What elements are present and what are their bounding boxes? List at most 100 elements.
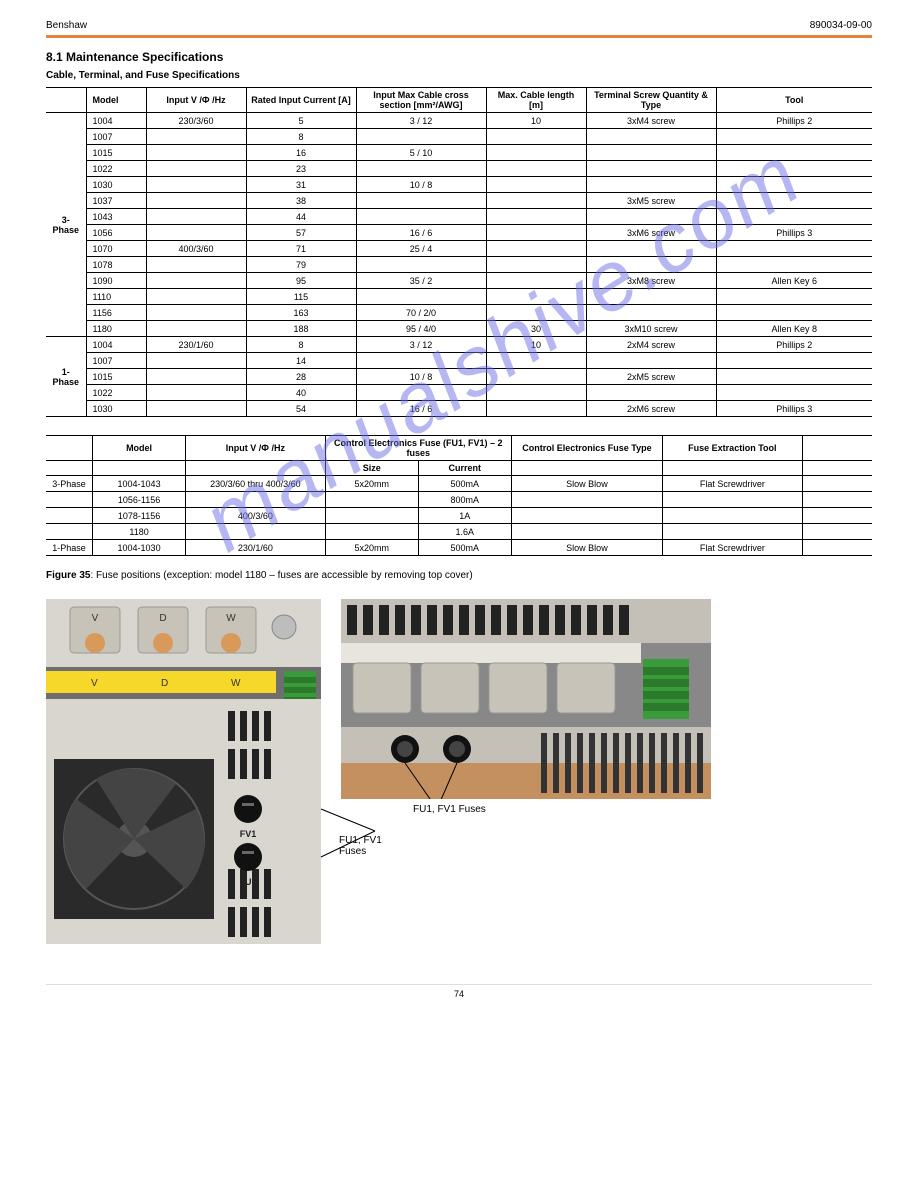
- cell-a: 5: [246, 113, 356, 129]
- cell-model: 1015: [86, 145, 146, 161]
- cell-len: [486, 257, 586, 273]
- cell-model: 1056: [86, 225, 146, 241]
- cell-cs: [356, 257, 486, 273]
- header-rule: [46, 35, 872, 38]
- cell-a: 188: [246, 321, 356, 337]
- cell-model: 1022: [86, 385, 146, 401]
- table-row: 10909535 / 23xM8 screwAllen Key 6: [46, 273, 872, 289]
- cell-len: [486, 161, 586, 177]
- cell-cs: 10 / 8: [356, 369, 486, 385]
- cell-v: [146, 385, 246, 401]
- cell-v: [146, 129, 246, 145]
- table-row: 3-Phase1004-1043230/3/60 thru 400/3/605x…: [46, 476, 872, 492]
- cell-ph: [46, 524, 93, 540]
- th-len: Max. Cable length [m]: [486, 88, 586, 113]
- cell-a: 16: [246, 145, 356, 161]
- cell-model: 1090: [86, 273, 146, 289]
- cell-model: 1030: [86, 401, 146, 417]
- header-row: Benshaw 890034-09-00: [46, 20, 872, 31]
- cell-a: 115: [246, 289, 356, 305]
- cell-model: 1004-1030: [93, 540, 186, 556]
- cell-cs: [356, 209, 486, 225]
- cell-type: [511, 492, 662, 508]
- svg-text:FV1: FV1: [240, 829, 257, 839]
- table-header-row: Model Input V /Ф /Hz Rated Input Current…: [46, 88, 872, 113]
- phase-cell: 3-Phase: [46, 113, 86, 337]
- cell-v: [186, 492, 326, 508]
- cell-screw: [586, 385, 716, 401]
- table2-subheader-row: Size Current: [46, 461, 872, 476]
- page-footer: 74: [46, 984, 872, 999]
- cell-screw: [586, 145, 716, 161]
- cell-tool: Phillips 3: [716, 225, 872, 241]
- cell-len: [486, 401, 586, 417]
- table2-header-row: Model Input V /Ф /Hz Control Electronics…: [46, 436, 872, 461]
- cell-cur: 800mA: [418, 492, 511, 508]
- cell-model: 1043: [86, 209, 146, 225]
- cell-extra: [802, 492, 872, 508]
- cell-screw: [586, 161, 716, 177]
- cell-tool: [716, 241, 872, 257]
- cell-cs: [356, 385, 486, 401]
- cell-len: [486, 273, 586, 289]
- cell-extra: [802, 508, 872, 524]
- table-row: 1037383xM5 screw: [46, 193, 872, 209]
- th2-size: Size: [325, 461, 418, 476]
- header-doc: 890034-09-00: [810, 20, 872, 31]
- cell-screw: [586, 353, 716, 369]
- cell-v: [146, 257, 246, 273]
- cell-tool: [716, 257, 872, 273]
- table-row: 102223: [46, 161, 872, 177]
- cell-cs: 35 / 2: [356, 273, 486, 289]
- header-company: Benshaw: [46, 20, 87, 31]
- section-title: 8.1 Maintenance Specifications: [46, 50, 872, 64]
- th2-fuse: Control Electronics Fuse (FU1, FV1) – 2 …: [325, 436, 511, 461]
- cell-screw: 2xM5 screw: [586, 369, 716, 385]
- cell-tool: Phillips 3: [716, 401, 872, 417]
- cell-model: 1004: [86, 337, 146, 353]
- cell-a: 57: [246, 225, 356, 241]
- cell-ph: 3-Phase: [46, 476, 93, 492]
- table-row: 3-Phase1004230/3/6053 / 12103xM4 screwPh…: [46, 113, 872, 129]
- table-row: 104344: [46, 209, 872, 225]
- svg-text:FU1: FU1: [239, 877, 256, 887]
- cell-cs: 25 / 4: [356, 241, 486, 257]
- table-row: 118018895 / 4/0303xM10 screwAllen Key 8: [46, 321, 872, 337]
- cell-tool: [716, 385, 872, 401]
- cell-len: [486, 305, 586, 321]
- fuse-callout-label-2: FU1, FV1 Fuses: [413, 804, 486, 815]
- cell-v: [146, 193, 246, 209]
- figure-text: : Fuse positions (exception: model 1180 …: [90, 570, 472, 581]
- table-row: 100714: [46, 353, 872, 369]
- device-photo-1: V D W V D W: [46, 599, 321, 944]
- cell-a: 71: [246, 241, 356, 257]
- photo-left: V D W V D W: [46, 599, 321, 944]
- cell-model: 1156: [86, 305, 146, 321]
- cell-a: 8: [246, 337, 356, 353]
- photo-right: FU1, FV1 Fuses: [341, 599, 711, 799]
- cell-model: 1180: [86, 321, 146, 337]
- th-screw: Terminal Screw Quantity & Type: [586, 88, 716, 113]
- cell-model: 1037: [86, 193, 146, 209]
- fuse-callout-label-1: FU1, FV1 Fuses: [339, 835, 411, 857]
- cell-len: [486, 369, 586, 385]
- cell-v: 230/3/60: [146, 113, 246, 129]
- th-rated: Rated Input Current [A]: [246, 88, 356, 113]
- cell-size: 5x20mm: [325, 476, 418, 492]
- cell-tool: [716, 177, 872, 193]
- cell-a: 54: [246, 401, 356, 417]
- cell-a: 38: [246, 193, 356, 209]
- cell-tool: [716, 193, 872, 209]
- cell-v: [146, 321, 246, 337]
- cell-tool: [716, 129, 872, 145]
- cell-cs: 5 / 10: [356, 145, 486, 161]
- cell-v: [186, 524, 326, 540]
- cell-screw: 3xM8 screw: [586, 273, 716, 289]
- cell-screw: 3xM10 screw: [586, 321, 716, 337]
- table-row: 10305416 / 62xM6 screwPhillips 3: [46, 401, 872, 417]
- cell-tool: Flat Screwdriver: [663, 540, 803, 556]
- cable-spec-table: Model Input V /Ф /Hz Rated Input Current…: [46, 87, 872, 417]
- cell-a: 163: [246, 305, 356, 321]
- table-row: 1015 165 / 10: [46, 145, 872, 161]
- cell-tool: [716, 369, 872, 385]
